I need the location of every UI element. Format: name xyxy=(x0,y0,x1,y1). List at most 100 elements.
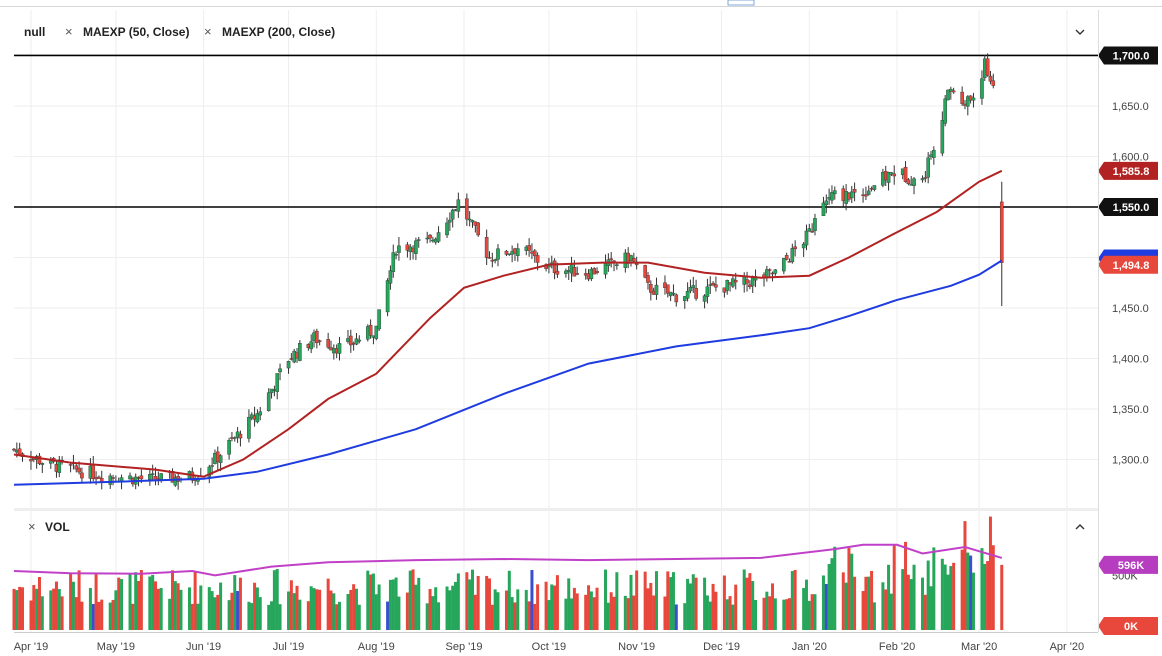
volume-bar xyxy=(821,575,825,630)
time-tick-label: Dec '19 xyxy=(703,641,740,653)
candle-body xyxy=(923,177,928,179)
panel-separator[interactable] xyxy=(14,508,1098,511)
volume-bar xyxy=(371,573,375,630)
candle-body xyxy=(733,279,738,283)
ma50-legend-label[interactable]: MAEXP (50, Close) xyxy=(83,25,189,39)
volume-bar xyxy=(255,587,259,630)
volume-zero-tag-label: 0K xyxy=(1124,621,1138,633)
price-tags: 1,700.0 1,550.0 1,494.8 1,585.8 596K 0K xyxy=(1098,46,1158,635)
volume-bar xyxy=(963,521,967,630)
ma-lines xyxy=(13,169,1003,577)
candle-body xyxy=(357,339,362,342)
volume-bars xyxy=(12,516,1004,630)
volume-bar xyxy=(445,586,449,630)
volume-bar xyxy=(134,572,138,630)
candle-body xyxy=(484,237,489,258)
volume-bar xyxy=(728,596,732,630)
volume-bar xyxy=(790,571,794,630)
volume-bar xyxy=(190,603,194,630)
volume-bar xyxy=(111,599,115,630)
grid-layer xyxy=(14,10,1098,632)
volume-bar xyxy=(991,545,995,630)
candle-body xyxy=(985,58,990,76)
vol-legend-label[interactable]: VOL xyxy=(45,520,70,534)
volume-bar xyxy=(193,572,197,630)
volume-bar xyxy=(451,585,455,630)
volume-bar xyxy=(708,601,712,630)
volume-bar xyxy=(298,599,302,630)
volume-bar xyxy=(986,561,990,630)
volume-bar xyxy=(782,599,786,630)
volume-bar xyxy=(247,601,251,630)
volume-bar xyxy=(233,575,237,630)
candle-body xyxy=(425,237,430,240)
volume-bar xyxy=(904,541,908,630)
vol-remove-icon[interactable]: × xyxy=(28,519,36,534)
volume-bar xyxy=(567,578,571,630)
volume-bar xyxy=(326,578,330,630)
volume-bar xyxy=(584,594,588,630)
volume-bar xyxy=(473,594,477,630)
volume-bar xyxy=(485,575,489,630)
volume-bar xyxy=(476,576,480,630)
candle-body xyxy=(504,250,509,255)
candle-body xyxy=(258,411,263,416)
time-tick-label: Jun '19 xyxy=(186,641,221,653)
candle-body xyxy=(852,189,857,193)
candle-body xyxy=(773,269,778,274)
volume-bar xyxy=(553,585,557,630)
volume-bar xyxy=(536,584,540,630)
volume-bar xyxy=(487,578,491,630)
volume-bar xyxy=(12,588,16,630)
volume-bar xyxy=(887,564,891,630)
volume-bar xyxy=(437,602,441,630)
volume-bar xyxy=(570,598,574,630)
candle-body xyxy=(866,190,871,195)
chevron-down-icon[interactable] xyxy=(1075,29,1085,35)
candle-body xyxy=(632,258,636,262)
candle-body xyxy=(467,218,472,221)
price-tick-label: 1,600.0 xyxy=(1112,151,1149,163)
time-tick-label: Apr '20 xyxy=(1050,641,1085,653)
volume-bar xyxy=(921,577,925,630)
candle-body xyxy=(951,90,956,93)
volume-bar xyxy=(813,594,817,630)
candle-body xyxy=(309,341,313,350)
ma200-legend-label[interactable]: MAEXP (200, Close) xyxy=(222,25,335,39)
volume-bar xyxy=(629,574,633,630)
volume-bar xyxy=(850,553,854,630)
volume-bar xyxy=(80,601,84,630)
volume-bar xyxy=(69,573,73,630)
volume-bar xyxy=(626,598,630,630)
candle-body xyxy=(476,222,480,236)
volume-bar xyxy=(29,600,33,630)
volume-bar xyxy=(391,579,395,630)
candle-body xyxy=(745,279,749,284)
volume-bar xyxy=(289,580,293,630)
chevron-up-icon[interactable] xyxy=(1075,524,1085,530)
volume-bar xyxy=(454,581,458,630)
volume-bar xyxy=(940,558,944,630)
candle-body xyxy=(218,455,223,463)
volume-bar xyxy=(77,570,81,630)
volume-bar xyxy=(785,599,789,630)
volume-bar xyxy=(227,600,231,630)
volume-bar xyxy=(547,600,551,630)
candle-body xyxy=(232,437,237,439)
candle-body xyxy=(849,191,854,199)
volume-bar xyxy=(318,589,322,630)
ma200-remove-icon[interactable]: × xyxy=(204,24,212,39)
volume-bar xyxy=(527,601,531,630)
candle-body xyxy=(150,473,155,475)
candle-body xyxy=(515,248,520,256)
volume-bar xyxy=(414,584,418,630)
time-tick-label: Nov '19 xyxy=(618,641,655,653)
volume-bar xyxy=(623,595,627,630)
volume-bar xyxy=(966,552,970,630)
volume-bar xyxy=(207,587,211,630)
candle-body xyxy=(91,463,96,480)
volume-bar xyxy=(114,590,118,630)
volume-bar xyxy=(530,569,534,630)
candle-body xyxy=(943,98,947,124)
ma50-remove-icon[interactable]: × xyxy=(65,24,73,39)
